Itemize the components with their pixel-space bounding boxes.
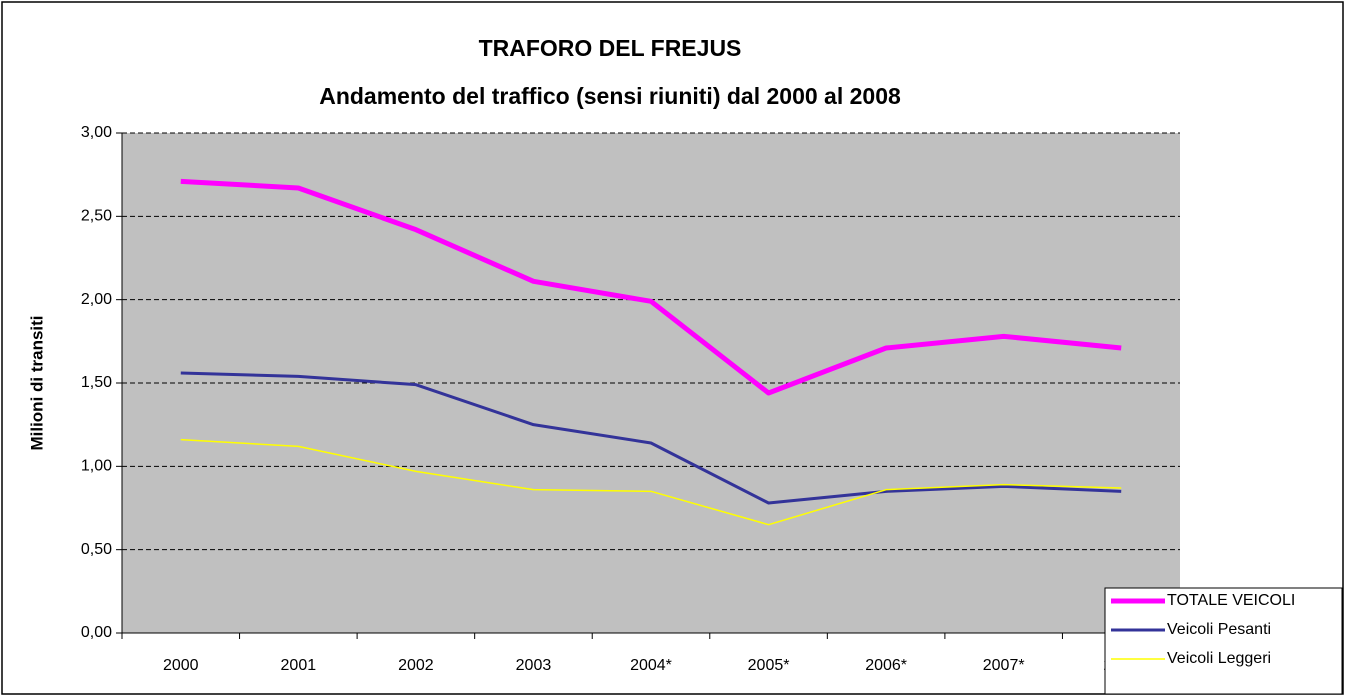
line-series [180,371,1122,505]
x-tick-label: 2006* [865,657,907,674]
y-tick-label: 0,00 [81,624,112,641]
y-tick-label: 0,50 [81,541,112,558]
x-tick-label: 2000 [163,657,199,674]
line-series [180,178,1122,396]
y-tick-label: 3,00 [81,124,112,141]
y-tick-label: 1,00 [81,458,112,475]
x-tick-label: 2005* [748,657,790,674]
y-axis-label: Milioni di transiti [27,315,46,450]
x-tick-label: 2003 [516,657,552,674]
legend-label: TOTALE VEICOLI [1167,592,1295,609]
x-tick-label: 2004* [630,657,672,674]
x-tick-label: 2001 [281,657,317,674]
legend-label: Veicoli Leggeri [1167,650,1271,667]
legend-label: Veicoli Pesanti [1167,621,1271,638]
y-tick-label: 2,00 [81,291,112,308]
x-tick-label: 2007* [983,657,1025,674]
x-tick-label: 2002 [398,657,434,674]
y-tick-label: 1,50 [81,374,112,391]
chart-title: TRAFORO DEL FREJUS [479,35,742,61]
line-series [180,438,1122,526]
chart-subtitle: Andamento del traffico (sensi riuniti) d… [319,83,901,109]
y-tick-label: 2,50 [81,208,112,225]
legend-box [1104,587,1343,695]
